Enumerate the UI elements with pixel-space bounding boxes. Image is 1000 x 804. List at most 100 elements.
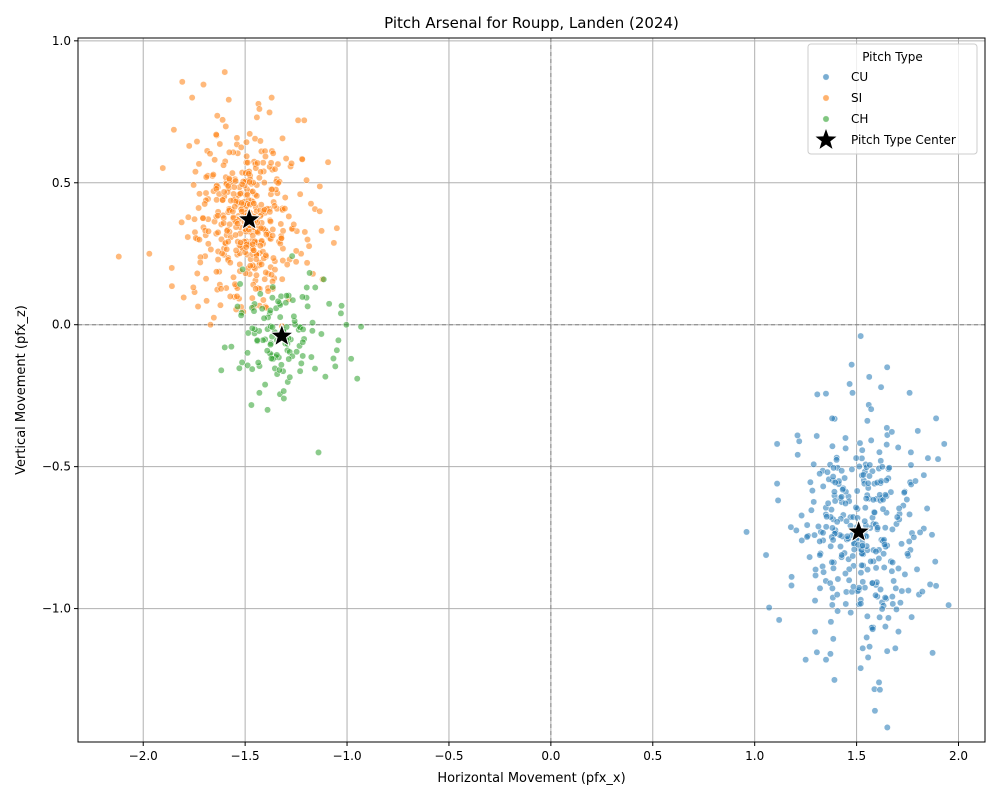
- data-point-si: [145, 250, 153, 258]
- data-point-ch: [342, 321, 350, 329]
- data-point-si: [304, 236, 311, 243]
- data-point-cu: [911, 477, 919, 485]
- data-point-cu: [816, 551, 824, 559]
- data-point-cu: [827, 542, 835, 550]
- data-point-si: [290, 221, 298, 228]
- data-point-cu: [889, 558, 897, 566]
- data-point-cu: [881, 491, 889, 499]
- data-point-cu: [828, 601, 836, 609]
- data-point-cu: [875, 678, 883, 686]
- data-point-si: [191, 228, 199, 236]
- data-point-cu: [904, 587, 912, 594]
- data-point-ch: [253, 336, 261, 344]
- plot-frame: [77, 37, 986, 743]
- data-point-cu: [850, 583, 857, 591]
- data-point-cu: [813, 648, 821, 656]
- data-point-si: [202, 189, 210, 197]
- data-point-cu: [810, 460, 818, 468]
- data-point-cu: [864, 653, 872, 661]
- data-point-cu: [788, 582, 795, 589]
- data-point-cu: [865, 472, 873, 480]
- data-point-si: [300, 116, 308, 124]
- legend: Pitch Type CU SI CH Pitch Type Center: [807, 43, 978, 155]
- data-point-si: [200, 81, 207, 89]
- data-point-cu: [811, 597, 819, 605]
- data-point-si: [257, 201, 265, 209]
- data-point-cu: [877, 586, 884, 593]
- data-point-si: [195, 236, 203, 244]
- data-point-cu: [877, 383, 885, 391]
- y-tick-label: −0.5: [42, 460, 71, 474]
- data-point-cu: [842, 434, 849, 442]
- data-point-si: [324, 158, 332, 166]
- data-point-cu: [885, 464, 893, 472]
- data-point-cu: [839, 486, 847, 494]
- data-point-ch: [311, 365, 319, 373]
- data-point-si: [212, 131, 220, 139]
- data-point-si: [316, 207, 324, 215]
- data-point-cu: [903, 496, 911, 503]
- data-point-cu: [806, 553, 814, 561]
- data-point-si: [252, 285, 260, 293]
- data-point-si: [278, 234, 285, 242]
- data-point-ch: [299, 352, 307, 360]
- data-point-cu: [828, 442, 836, 450]
- data-point-ch: [288, 252, 296, 260]
- data-point-cu: [900, 489, 908, 497]
- data-point-si: [212, 185, 220, 193]
- data-point-si: [243, 191, 251, 199]
- data-point-cu: [916, 528, 924, 536]
- data-point-ch: [290, 312, 298, 320]
- data-point-ch: [293, 348, 301, 356]
- legend-box: [807, 43, 978, 155]
- data-point-si: [237, 239, 244, 247]
- data-point-si: [267, 159, 275, 167]
- data-point-cu: [881, 623, 889, 631]
- data-point-ch: [306, 269, 314, 277]
- data-point-si: [271, 202, 279, 210]
- data-point-cu: [857, 332, 865, 340]
- data-point-cu: [883, 724, 891, 731]
- data-point-cu: [945, 601, 953, 609]
- data-point-si: [193, 270, 201, 277]
- data-point-cu: [820, 568, 828, 576]
- data-point-si: [196, 258, 204, 266]
- data-point-cu: [906, 389, 914, 397]
- data-point-si: [253, 113, 261, 121]
- data-point-si: [238, 207, 246, 215]
- data-point-si: [254, 159, 261, 167]
- data-point-ch: [347, 355, 355, 363]
- data-point-cu: [934, 455, 942, 463]
- data-point-cu: [863, 417, 871, 425]
- data-point-si: [255, 105, 263, 113]
- data-point-cu: [893, 605, 900, 613]
- data-point-cu: [857, 600, 865, 608]
- data-point-si: [281, 194, 289, 201]
- x-tick-label: 0.0: [541, 749, 560, 763]
- data-point-cu: [849, 389, 856, 397]
- data-point-cu: [884, 614, 892, 622]
- data-point-si: [303, 176, 310, 184]
- data-point-si: [277, 220, 285, 228]
- data-point-ch: [236, 280, 244, 288]
- data-point-ch: [268, 355, 275, 362]
- legend-title: Pitch Type: [862, 50, 923, 64]
- data-point-si: [223, 245, 231, 253]
- data-point-cu: [891, 644, 899, 652]
- data-point-si: [246, 130, 254, 138]
- data-point-cu: [830, 464, 838, 472]
- data-point-cu: [830, 676, 838, 684]
- data-point-si: [259, 159, 267, 167]
- y-axis-label: Vertical Movement (pfx_z): [14, 305, 29, 475]
- data-point-cu: [918, 588, 926, 596]
- data-point-si: [184, 233, 192, 241]
- data-point-cu: [888, 593, 896, 601]
- data-point-cu: [869, 625, 877, 633]
- data-point-cu: [857, 569, 865, 577]
- data-point-cu: [858, 561, 866, 569]
- data-point-cu: [926, 580, 934, 588]
- data-point-ch: [289, 296, 297, 304]
- data-point-cu: [798, 512, 806, 519]
- data-point-ch: [334, 336, 342, 344]
- data-point-ch: [264, 406, 272, 414]
